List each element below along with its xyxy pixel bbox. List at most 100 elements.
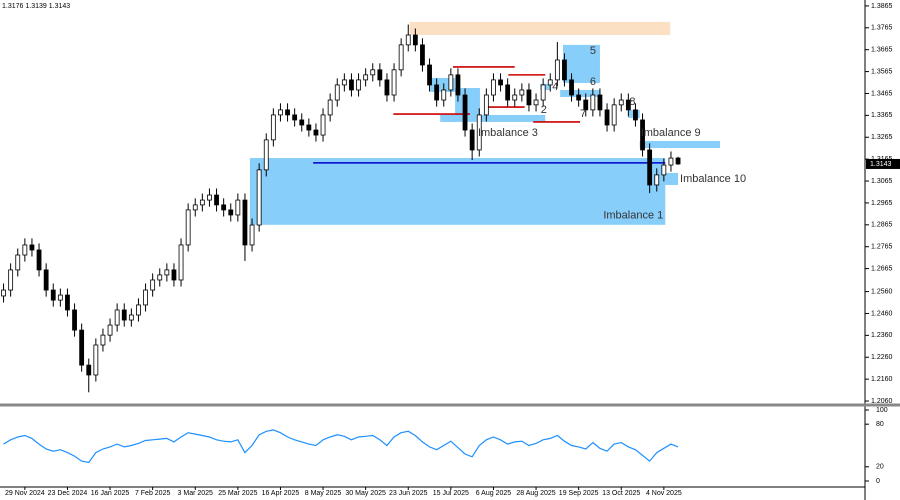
candle-body <box>604 109 610 126</box>
imbalance-zone <box>560 89 600 97</box>
zone-label: 4 <box>552 81 558 93</box>
x-tick-label: 7 Feb 2025 <box>135 490 171 497</box>
y-tick-label: 1.3665 <box>871 47 893 54</box>
y-tick-label: 1.2560 <box>871 288 893 295</box>
candle-body <box>121 309 127 321</box>
imbalance-zone <box>661 172 679 185</box>
candle-body <box>533 99 539 106</box>
candle-body <box>583 99 589 111</box>
y-tick-label: 1.2060 <box>871 398 893 405</box>
y-tick-label: 1.2160 <box>871 376 893 383</box>
x-tick-label: 4 Nov 2025 <box>646 490 682 497</box>
y-tick-label: 1.2360 <box>871 332 893 339</box>
candle-body <box>441 89 447 101</box>
candle-body <box>313 129 319 136</box>
candle-body <box>377 69 383 81</box>
header-high: 1.3176 <box>2 3 24 10</box>
candle-body <box>278 109 283 116</box>
x-tick-label: 16 Jan 2025 <box>91 490 130 497</box>
candle-body <box>214 194 219 206</box>
imbalance-zone <box>563 44 600 83</box>
candle-body <box>79 329 85 366</box>
candle-body <box>675 157 681 165</box>
candle-body <box>114 309 120 326</box>
candle-body <box>207 194 212 201</box>
x-tick-label: 19 Sep 2025 <box>559 490 599 497</box>
zone-label: Imbalance 3 <box>478 127 538 139</box>
candle-body <box>100 334 106 346</box>
candle-body <box>384 79 390 96</box>
candle-body <box>29 244 35 251</box>
candle-body <box>192 204 198 211</box>
level-label: 7 <box>580 108 586 120</box>
y-tick-label: 1.2865 <box>871 222 893 229</box>
x-tick-label: 13 Oct 2025 <box>602 490 640 497</box>
candle-body <box>285 109 290 116</box>
y-tick-label: 100 <box>876 407 888 414</box>
zone-label: 5 <box>590 45 596 57</box>
x-tick-label: 29 Nov 2024 <box>5 490 45 497</box>
candle-body <box>263 139 269 171</box>
imbalance-zone <box>440 114 546 122</box>
candle-body <box>547 79 553 86</box>
candle-body <box>405 34 411 46</box>
y-tick-label: 1.2460 <box>871 310 893 317</box>
x-tick-label: 25 Mar 2025 <box>218 490 257 497</box>
candle-body <box>512 94 518 101</box>
candle-body <box>448 74 454 91</box>
candle-body <box>65 294 70 311</box>
level-label: 2 <box>541 104 547 116</box>
candle-body <box>491 79 496 96</box>
candle-body <box>661 164 667 176</box>
candle-body <box>57 294 63 301</box>
candle-body <box>50 289 56 301</box>
candle-body <box>569 79 574 96</box>
y-tick-label: 1.3765 <box>871 25 893 32</box>
candle-body <box>306 124 312 131</box>
imbalance-zone <box>639 140 720 148</box>
candle-body <box>327 99 333 116</box>
candle-body <box>505 84 511 101</box>
zone-label: Imbalance 1 <box>603 210 663 222</box>
candle-body <box>22 244 28 256</box>
candle-body <box>349 79 354 91</box>
candle-body <box>43 269 49 291</box>
candle-body <box>526 89 532 106</box>
candle-body <box>476 114 482 151</box>
y-tick-label: 0 <box>876 478 880 485</box>
candle-body <box>150 279 156 291</box>
candle-body <box>618 99 624 106</box>
header-low: 1.3139 <box>25 3 47 10</box>
candle-body <box>334 84 340 101</box>
candle-body <box>498 79 503 86</box>
candle-body <box>249 224 255 246</box>
candle-body <box>562 59 567 81</box>
rsi-line <box>3 429 679 464</box>
candle-body <box>519 89 525 96</box>
candle-body <box>157 274 163 281</box>
header-close: 1.3143 <box>49 3 71 10</box>
candle-body <box>86 364 92 376</box>
candle-body <box>221 204 227 211</box>
candle-body <box>72 309 77 331</box>
candle-body <box>256 169 262 226</box>
candle-body <box>292 114 298 121</box>
candle-body <box>164 269 170 276</box>
candle-body <box>455 74 461 96</box>
candle-body <box>128 314 134 321</box>
zone-label: Imbalance 9 <box>641 127 701 139</box>
y-tick-label: 1.2665 <box>871 265 893 272</box>
candle-body <box>235 199 241 216</box>
price-label-box <box>866 158 900 169</box>
candle-body <box>398 44 404 71</box>
x-tick-label: 23 Jun 2025 <box>389 490 428 497</box>
candle-body <box>434 84 440 101</box>
candle-body <box>136 304 141 316</box>
y-tick-label: 1.3365 <box>871 112 893 119</box>
candle-body <box>15 254 21 271</box>
imbalance-zone <box>249 158 666 225</box>
x-tick-label: 16 Apr 2025 <box>262 490 300 497</box>
y-tick-label: 1.2765 <box>871 244 893 251</box>
candle-body <box>36 249 42 271</box>
candle-body <box>1 289 6 297</box>
